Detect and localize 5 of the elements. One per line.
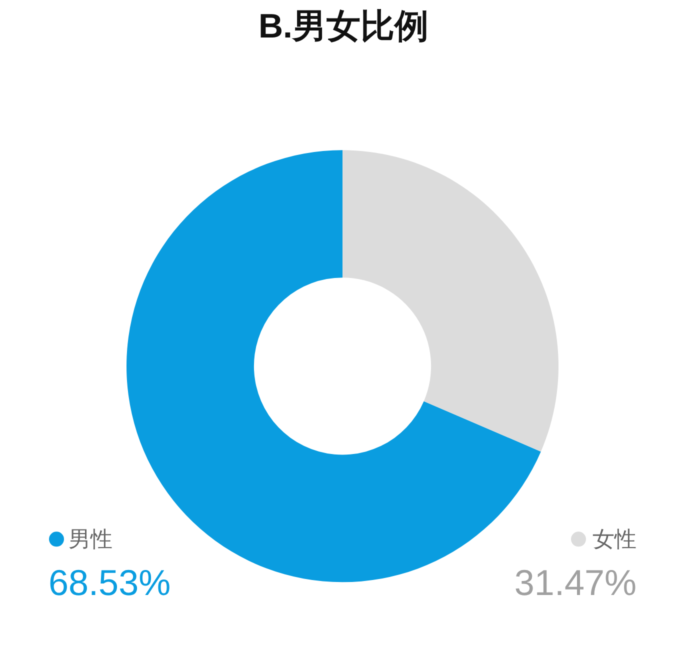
legend-label: 男性: [68, 526, 112, 552]
data-label: 31.47%: [514, 562, 637, 603]
legend-label: 女性: [592, 526, 636, 552]
data-label: 68.53%: [48, 562, 171, 603]
chart-title: B.男女比例: [258, 8, 428, 46]
